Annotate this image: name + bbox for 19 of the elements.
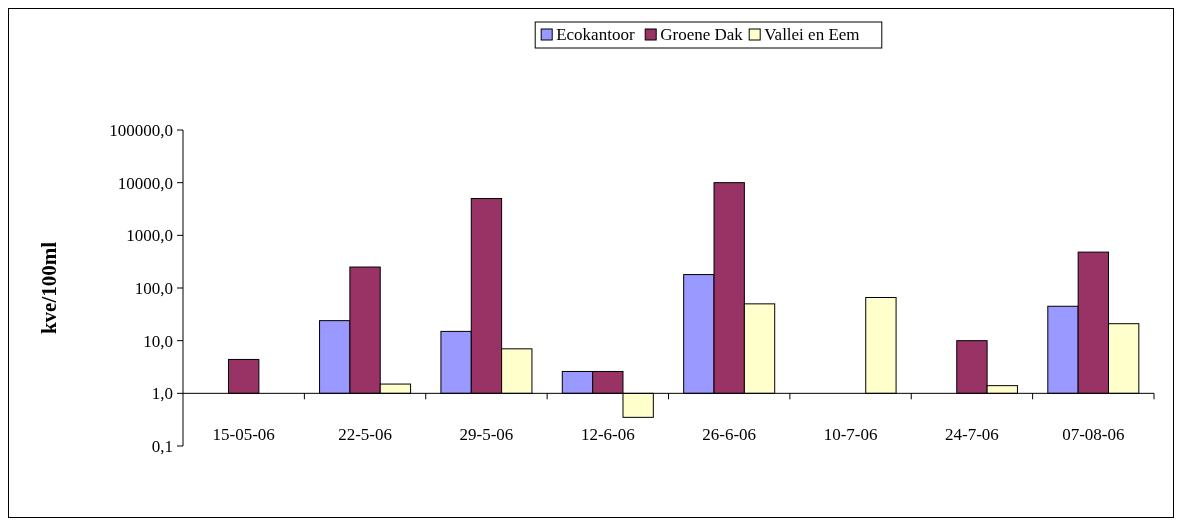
x-tick-label: 24-7-06 xyxy=(945,425,999,444)
y-tick-label: 0,1 xyxy=(151,436,173,456)
y-axis-title: kve/100ml xyxy=(37,241,61,335)
x-tick-label: 15-05-06 xyxy=(212,425,275,444)
y-tick-label: 10000,0 xyxy=(117,173,173,193)
y-tick-label: 10,0 xyxy=(143,331,173,351)
x-tick-label: 07-08-06 xyxy=(1062,425,1125,444)
x-tick-label: 26-6-06 xyxy=(702,425,757,444)
x-tick-label: 10-7-06 xyxy=(823,425,878,444)
y-tick-label: 100000,0 xyxy=(109,120,173,140)
legend-label: Groene Dak xyxy=(660,25,744,44)
y-tick-label: 100,0 xyxy=(134,278,173,298)
x-tick-label: 29-5-06 xyxy=(459,425,514,444)
legend-label: Vallei en Eem xyxy=(764,25,860,44)
y-tick-label: 1000,0 xyxy=(126,226,173,246)
y-tick-label: 1,0 xyxy=(151,384,173,404)
x-tick-label: 12-6-06 xyxy=(580,425,635,444)
legend-label: Ecokantoor xyxy=(556,25,635,44)
x-tick-label: 22-5-06 xyxy=(338,425,392,444)
